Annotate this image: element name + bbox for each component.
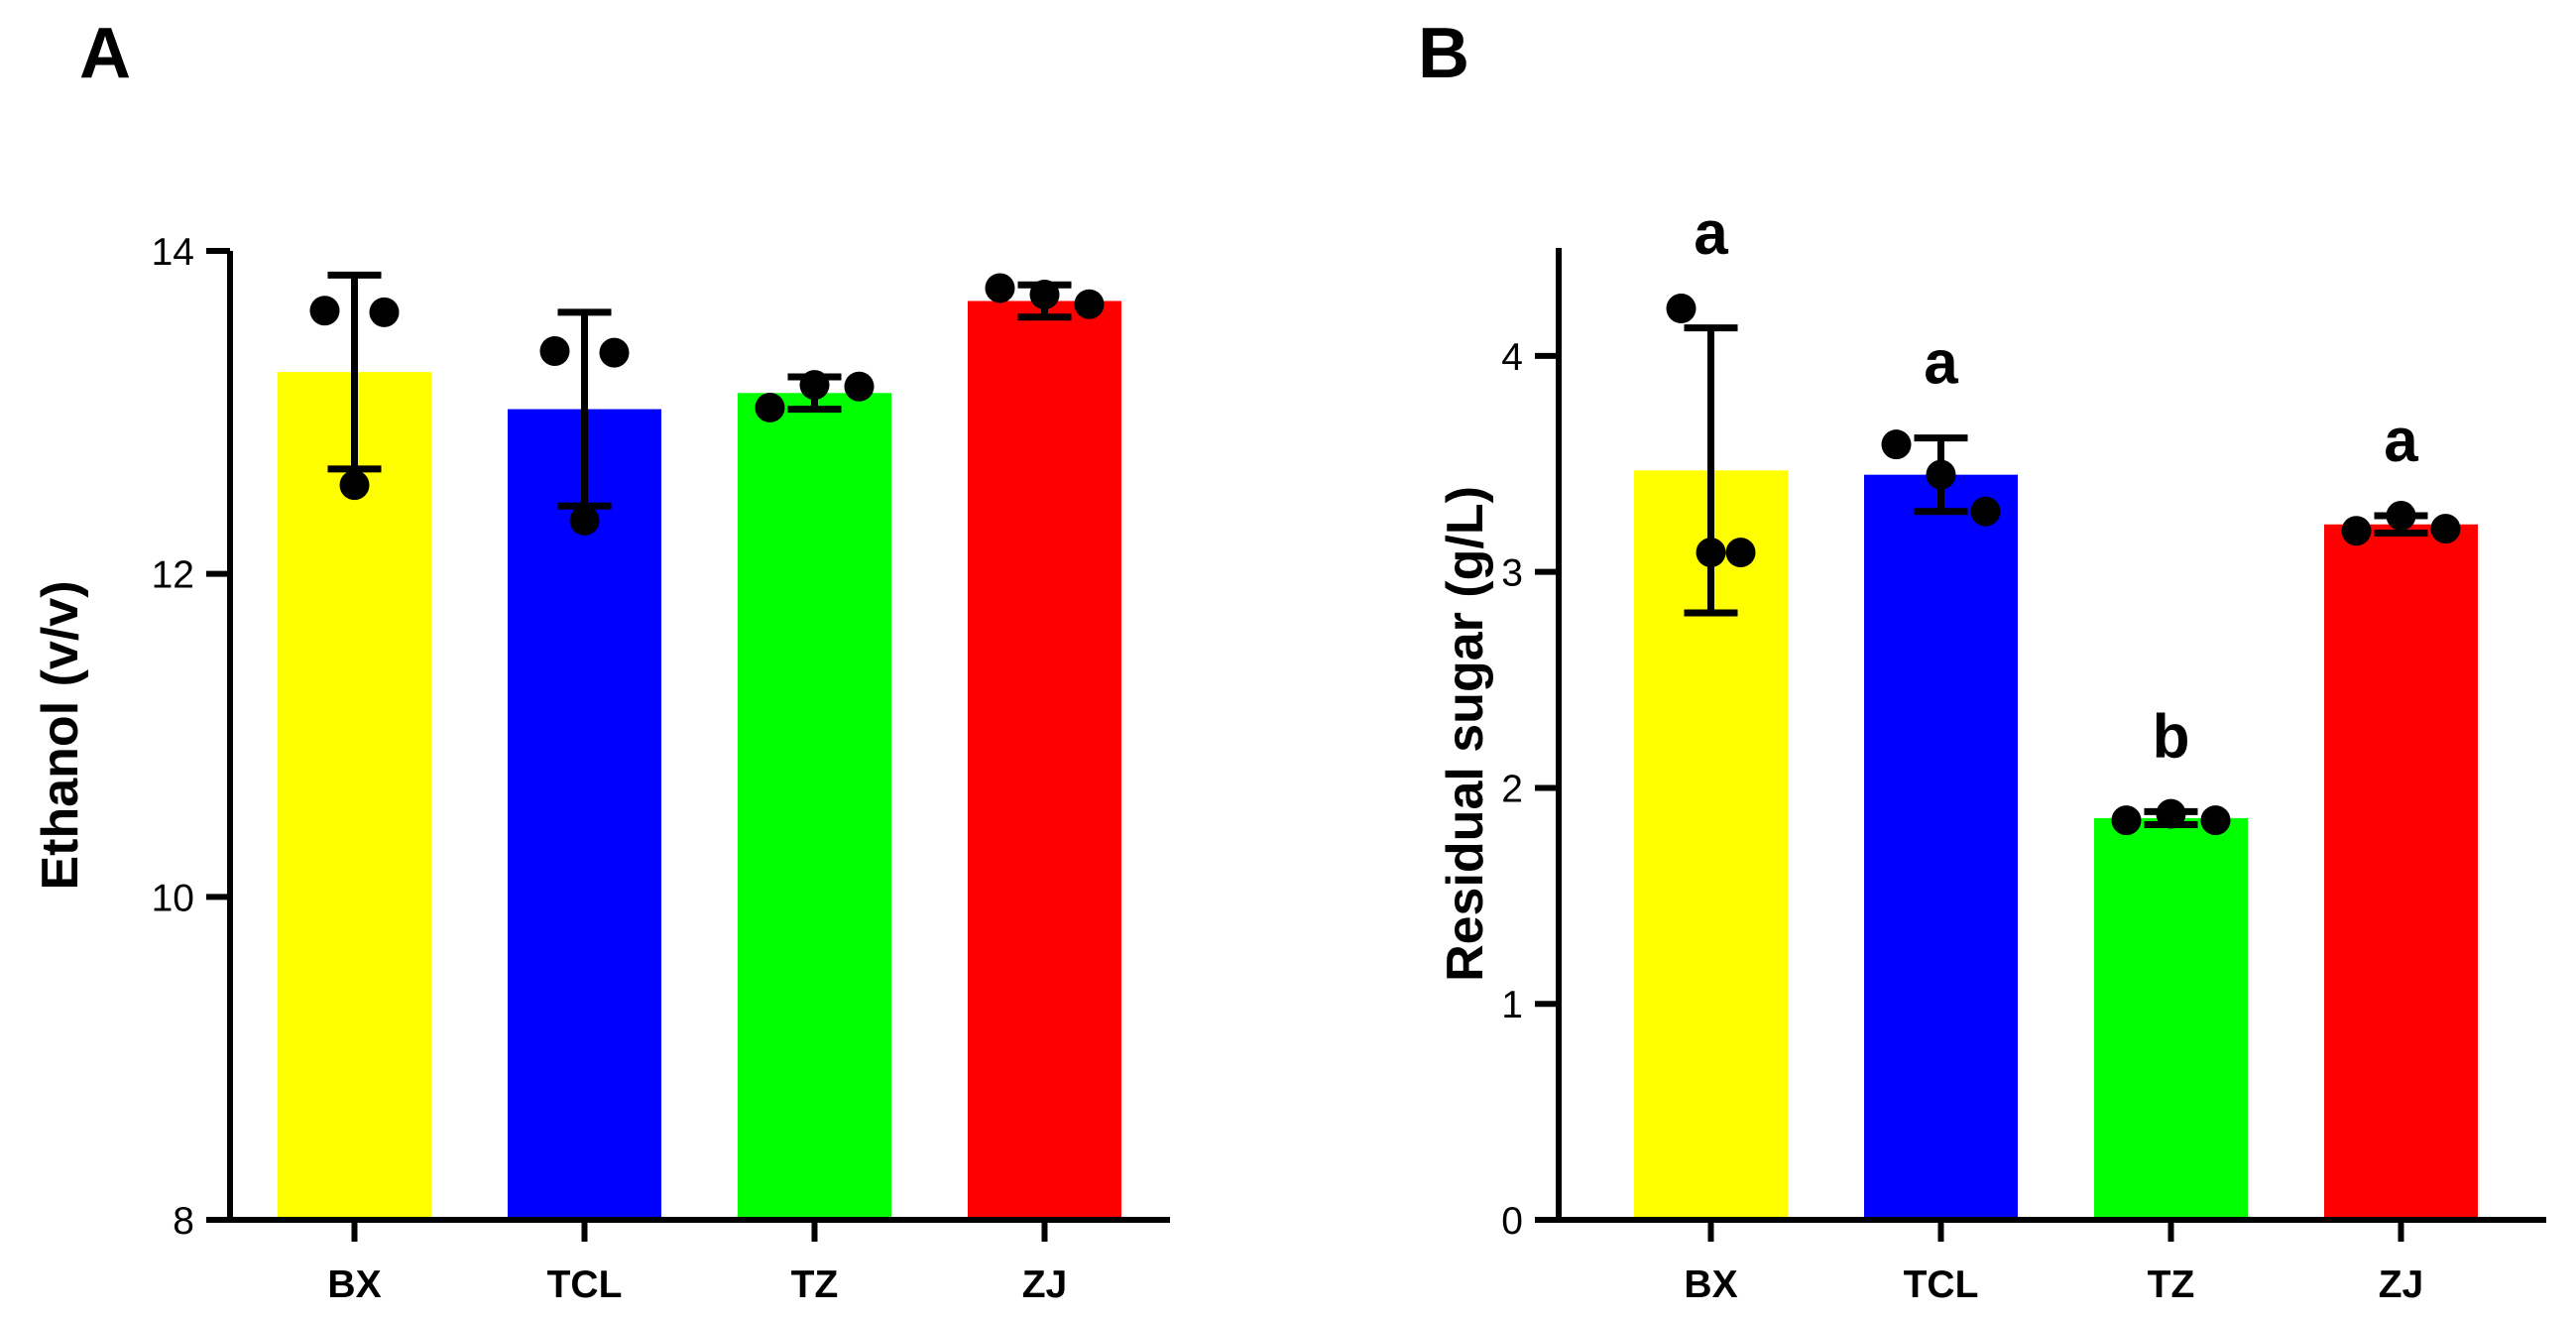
- x-tick-label-b-zj: ZJ: [2379, 1263, 2424, 1306]
- x-tick-label-b-tz: TZ: [2148, 1263, 2195, 1306]
- significance-label-b-bx: a: [1694, 199, 1728, 268]
- data-point-a-bx: [309, 296, 340, 326]
- panel-b-letter: B: [1418, 14, 1469, 93]
- bar-b-tcl: [1864, 474, 2018, 1221]
- y-tick-label-b: 1: [1501, 984, 1523, 1026]
- y-axis-title-a: Ethanol (v/v): [32, 580, 89, 890]
- significance-label-b-tz: b: [2153, 702, 2190, 771]
- panel-b-chart: 0 1 2 3 4 BX TCL TZ ZJ Residual sugar (g/L) a a b a: [1437, 199, 2546, 1306]
- bar-a-zj: [968, 300, 1121, 1220]
- data-point-b-tz: [2200, 805, 2231, 836]
- data-point-a-tz: [844, 371, 875, 402]
- significance-label-b-zj: a: [2384, 407, 2418, 475]
- y-tick-label-b: 3: [1501, 552, 1523, 595]
- bar-a-bx: [278, 372, 431, 1220]
- data-point-a-bx: [369, 297, 400, 327]
- x-tick-label-a-tcl: TCL: [547, 1263, 623, 1306]
- data-point-b-tz: [2111, 805, 2142, 836]
- data-point-b-zj: [2341, 516, 2372, 546]
- y-tick-label-a: 14: [152, 231, 194, 274]
- data-point-b-tcl: [1926, 459, 1956, 490]
- data-point-b-bx: [1666, 293, 1697, 323]
- data-point-b-bx: [1696, 538, 1726, 568]
- y-tick-label-a: 10: [152, 877, 194, 919]
- data-point-a-tcl: [539, 335, 570, 366]
- panel-a-chart: 8 10 12 14 BX TCL TZ ZJ Ethanol (v/v): [32, 231, 1170, 1306]
- bar-a-tz: [738, 393, 891, 1220]
- y-tick-label-a: 12: [152, 554, 194, 597]
- data-point-b-tz: [2156, 798, 2186, 829]
- y-axis-title-b: Residual sugar (g/L): [1437, 486, 1494, 982]
- x-tick-label-a-zj: ZJ: [1022, 1263, 1068, 1306]
- data-point-b-tcl: [1970, 496, 2001, 527]
- data-point-b-bx: [1725, 538, 1756, 568]
- y-tick-label-b: 4: [1501, 336, 1523, 379]
- error-bar-a-bx: [327, 271, 382, 473]
- panel-a-letter: A: [79, 14, 131, 93]
- data-point-a-tcl: [569, 505, 600, 536]
- data-point-a-tcl: [599, 337, 630, 368]
- y-tick-label-b: 0: [1501, 1200, 1523, 1243]
- data-point-b-zj: [2386, 501, 2416, 532]
- data-point-a-tz: [755, 392, 785, 422]
- x-tick-label-a-tz: TZ: [791, 1263, 839, 1306]
- bar-b-tz: [2094, 817, 2248, 1220]
- x-tick-label-b-tcl: TCL: [1904, 1263, 1979, 1306]
- data-point-a-tz: [799, 370, 830, 401]
- data-point-b-tcl: [1881, 429, 1912, 460]
- bar-b-zj: [2324, 524, 2478, 1220]
- data-point-a-bx: [339, 470, 370, 501]
- x-tick-label-b-bx: BX: [1684, 1263, 1737, 1306]
- x-tick-label-a-bx: BX: [327, 1263, 381, 1306]
- y-tick-label-b: 2: [1501, 768, 1523, 810]
- significance-label-b-tcl: a: [1924, 329, 1958, 398]
- data-point-a-zj: [1029, 279, 1060, 309]
- bar-a-tcl: [508, 409, 661, 1220]
- data-point-b-zj: [2430, 514, 2461, 544]
- data-point-a-zj: [985, 273, 1015, 303]
- data-point-a-zj: [1074, 289, 1105, 319]
- y-tick-label-a: 8: [173, 1200, 194, 1243]
